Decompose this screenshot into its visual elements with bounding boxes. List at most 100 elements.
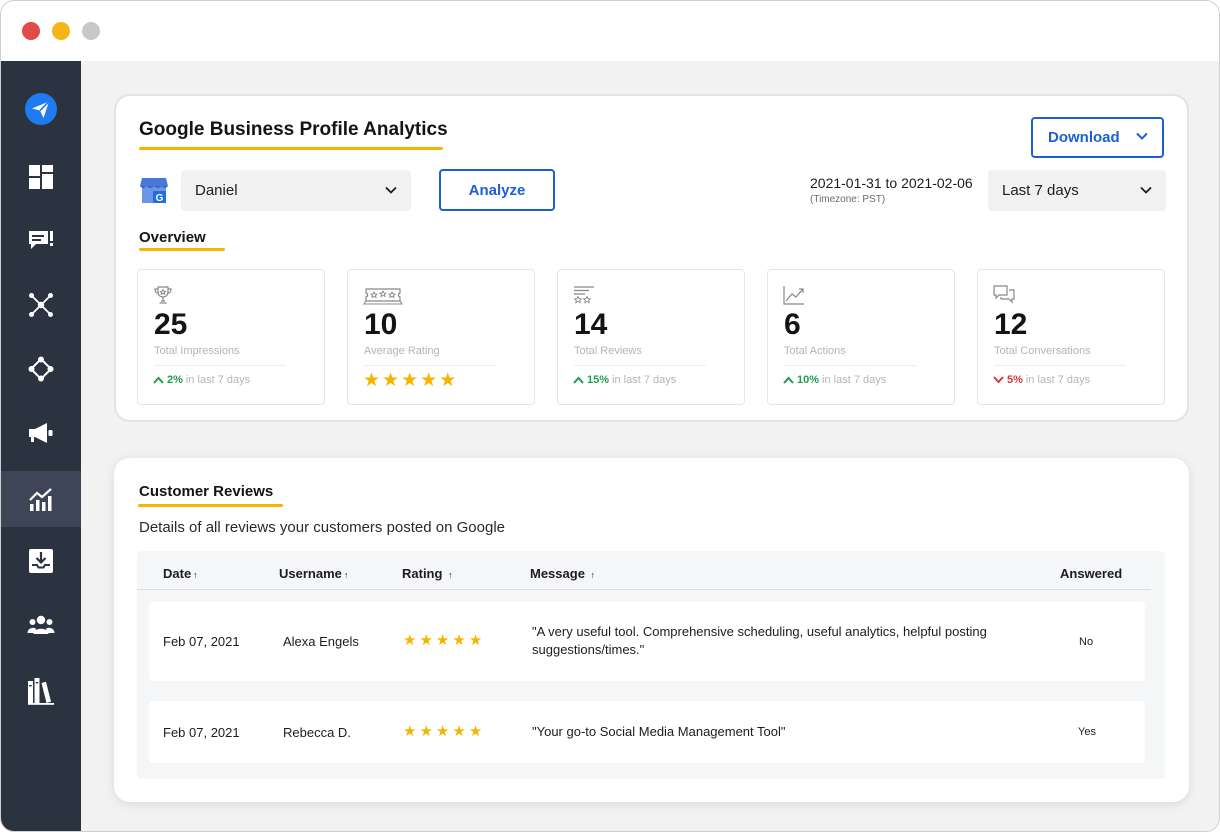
star-icon: ★ [468,632,483,649]
download-label: Download [1048,129,1120,146]
review-rating: ★ ★ ★ ★ ★ [403,633,482,648]
reviews-heading: Customer Reviews [139,483,274,500]
trend-up-icon [783,376,794,384]
stat-value: 14 [574,308,608,341]
stat-divider [994,365,1126,366]
sidebar-item-network[interactable] [1,277,81,333]
download-tray-icon [29,549,53,573]
column-header-message[interactable]: Message ↑ [530,566,595,581]
sidebar-item-inbox[interactable] [1,213,81,269]
review-username: Alexa Engels [283,634,359,649]
zoom-window-button[interactable] [82,22,100,40]
library-icon [28,678,54,705]
connections-icon [28,356,54,382]
sidebar-item-connections[interactable] [1,341,81,397]
main-content: Google Business Profile Analytics Downlo… [81,61,1219,831]
sidebar [1,61,81,831]
column-header-label: Rating [402,566,443,581]
range-select[interactable]: Last 7 days [988,170,1166,211]
column-header-date[interactable]: Date ↑ [163,566,198,581]
review-answered: No [1079,636,1094,648]
stat-label: Average Rating [364,345,440,357]
star-icon: ★ [420,370,438,391]
sidebar-item-downloads[interactable] [1,533,81,589]
profile-select-value: Daniel [195,182,238,199]
minimize-window-button[interactable] [52,22,70,40]
chevron-down-icon [1140,186,1152,194]
reviews-list-icon [573,286,594,304]
close-window-button[interactable] [22,22,40,40]
star-icon: ★ [419,632,433,649]
profile-select[interactable]: Daniel [181,170,411,211]
stat-trend-percent: 15% [587,374,610,386]
trend-down-icon [993,376,1004,384]
review-message-line-2: suggestions/times." [532,642,645,657]
sidebar-item-team[interactable] [1,597,81,653]
stat-trend-percent: 5% [1007,374,1023,386]
column-header-label: Date [163,566,192,581]
stat-label: Total Reviews [574,345,642,357]
table-header-divider [137,589,1151,590]
table-row[interactable]: Feb 07, 2021 Rebecca D. ★ ★ ★ ★ ★ "Your … [149,701,1145,763]
analytics-icon [29,488,52,511]
date-range-text: 2021-01-31 to 2021-02-06 [810,175,973,191]
sidebar-item-campaigns[interactable] [1,405,81,461]
star-icon: ★ [435,632,450,649]
sidebar-item-library[interactable] [1,663,81,719]
column-header-rating[interactable]: Rating ↑ [402,566,453,581]
network-icon [29,293,53,317]
sidebar-item-home[interactable] [1,81,81,137]
stat-divider [154,365,286,366]
stat-trend-period: in last 7 days [185,374,251,386]
column-header-label: Message [530,566,585,581]
sidebar-item-dashboard[interactable] [1,149,81,205]
stat-trend-period: in last 7 days [822,374,887,386]
column-header-label: Answered [1060,566,1123,581]
table-row[interactable]: Feb 07, 2021 Alexa Engels ★ ★ ★ ★ ★ "A v… [149,602,1145,681]
stat-value: 25 [154,308,188,341]
review-answered: Yes [1078,726,1096,738]
column-header-answered[interactable]: Answered [1060,566,1122,581]
stat-trend: 2% in last 7 days [153,374,250,386]
column-header-username[interactable]: Username ↑ [279,566,348,581]
sort-arrow-icon: ↑ [343,570,349,580]
stat-card-conversations: 12 Total Conversations 5% in last 7 days [977,269,1165,405]
title-underline [139,147,443,150]
reviews-subtitle: Details of all reviews your customers po… [139,519,506,536]
download-button[interactable]: Download [1031,117,1164,158]
stat-trend: 15% in last 7 days [573,374,676,386]
trend-up-icon [153,376,164,384]
title-bar [1,1,1219,61]
reviews-underline [138,504,283,507]
stat-card-actions: 6 Total Actions 10% in last 7 days [767,269,955,405]
star-icon: ★ [468,723,483,740]
star-icon: ★ [435,723,450,740]
google-business-icon: G [140,178,168,204]
stat-value: 12 [994,308,1028,341]
star-icon: ★ [363,370,381,391]
star-icon: ★ [403,632,417,649]
stat-value: 10 [364,308,398,341]
star-icon: ★ [439,370,457,391]
analyze-button[interactable]: Analyze [439,169,555,211]
sidebar-item-analytics[interactable] [1,471,81,527]
stat-divider [364,365,496,366]
chevron-down-icon [385,186,397,194]
star-icon: ★ [401,370,419,391]
rating-stars: ★ ★ ★ ★ ★ [363,371,456,390]
reviews-table: Date ↑ Username ↑ Rating ↑ Message ↑ Answe… [137,551,1165,779]
logo-icon [25,93,57,125]
stat-divider [574,365,706,366]
stat-label: Total Conversations [994,345,1091,357]
star-icon: ★ [452,632,466,649]
stat-trend-percent: 2% [167,374,183,386]
trophy-icon [154,286,172,304]
stat-card-impressions: 25 Total Impressions 2% in last 7 days [137,269,325,405]
review-username: Rebecca D. [283,725,351,740]
line-chart-icon [783,286,804,305]
stat-label: Total Actions [784,345,846,357]
customer-reviews-card: Customer Reviews Details of all reviews … [114,458,1189,802]
analytics-card: Google Business Profile Analytics Downlo… [114,94,1189,422]
review-message-line-1: "Your go-to Social Media Management Tool… [532,724,786,739]
